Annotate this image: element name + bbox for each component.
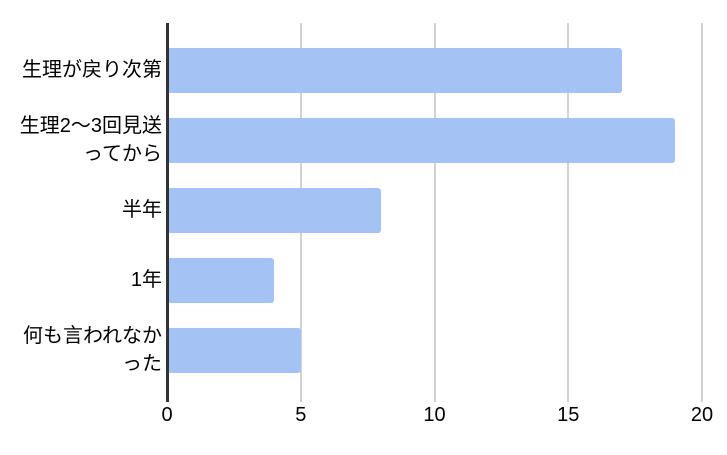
category-label: 生理2〜3回見送 ってから (19, 115, 162, 165)
gridline (701, 23, 703, 402)
y-axis-baseline (165, 23, 169, 402)
x-tick-label: 10 (423, 404, 446, 426)
bar (167, 257, 274, 303)
x-tick-label: 20 (690, 404, 714, 426)
category-label: 1年 (130, 269, 162, 291)
x-tick-label: 15 (557, 404, 580, 426)
bar (167, 47, 622, 93)
gridline (567, 23, 570, 402)
category-label: 何も言われなか った (23, 325, 162, 375)
category-label: 半年 (122, 199, 162, 221)
bar (167, 327, 301, 373)
gridline (433, 23, 436, 402)
x-tick-label: 0 (161, 404, 173, 426)
category-label: 生理が戻り次第 (22, 59, 162, 81)
bar (167, 117, 676, 163)
x-tick-label: 5 (295, 404, 307, 426)
bar (167, 187, 381, 233)
